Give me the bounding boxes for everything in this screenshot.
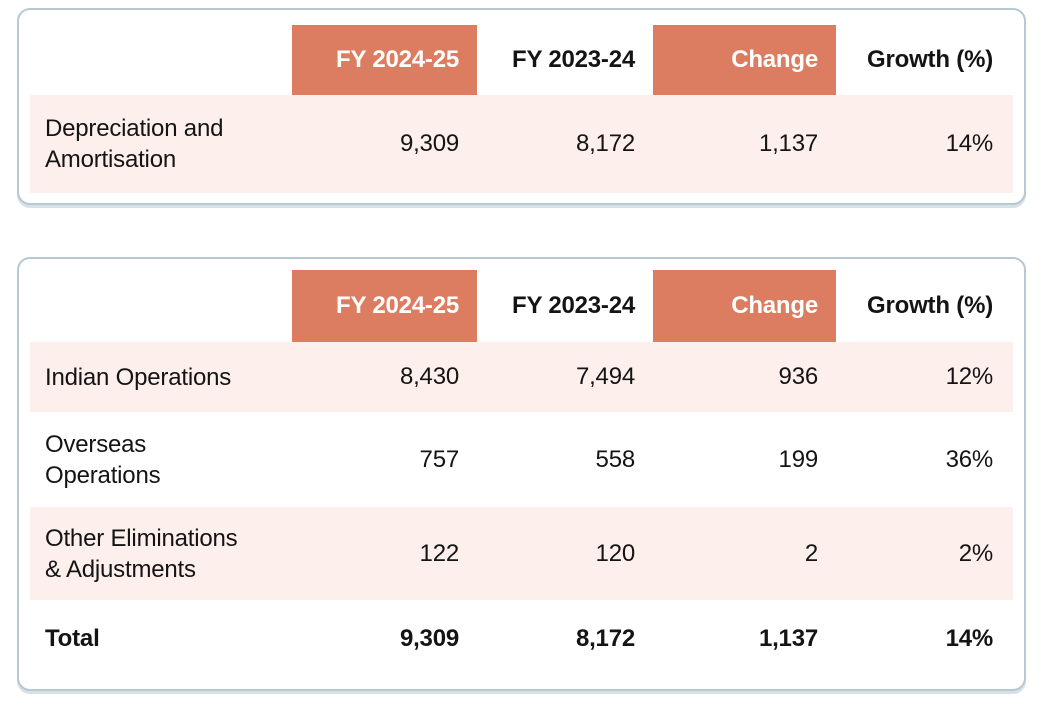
table-row-other-eliminations-adjustments: Other Eliminations & Adjustments 122 120… [30,507,1013,600]
column-header-growth-percent: Growth (%) [867,292,993,319]
header-spacer-cell [30,25,292,95]
value-change: 199 [778,445,819,473]
table-header-row: FY 2024-25 FY 2023-24 Change Growth (%) [30,25,1013,95]
value-growth-percent: 2% [958,539,993,567]
segment-breakdown-table-card: FY 2024-25 FY 2023-24 Change Growth (%) … [17,257,1026,691]
row-label: Depreciation and Amortisation [45,115,224,173]
column-header-fy-2024-25: FY 2024-25 [292,270,477,342]
row-label: Overseas Operations [45,430,161,489]
column-header-change: Change [653,25,836,95]
row-label: Indian Operations [45,363,232,391]
value-growth-percent: 36% [945,445,994,473]
value-change: 2 [804,539,818,567]
column-header-change: Change [653,270,836,342]
table-row-depreciation-amortisation: Depreciation and Amortisation 9,309 8,17… [30,95,1013,193]
value-fy-2024-25: 8,430 [399,363,459,390]
value-change: 936 [778,363,819,390]
value-fy-2023-24: 7,494 [575,363,635,390]
row-label: Other Eliminations & Adjustments [45,524,238,583]
table-row-indian-operations: Indian Operations 8,430 7,494 936 12% [30,342,1013,412]
value-fy-2023-24: 558 [595,445,636,473]
value-fy-2023-24: 120 [595,539,636,567]
column-header-fy-2023-24: FY 2023-24 [512,292,635,319]
table-row-total: Total 9,309 8,172 1,137 14% [30,600,1013,677]
value-change: 1,137 [758,624,818,652]
value-growth-percent: 12% [945,363,994,390]
value-fy-2024-25: 757 [419,445,460,473]
value-fy-2023-24: 8,172 [575,130,635,157]
table-header-row: FY 2024-25 FY 2023-24 Change Growth (%) [30,270,1013,342]
value-fy-2024-25: 122 [419,539,460,567]
column-header-fy-2024-25: FY 2024-25 [292,25,477,95]
value-fy-2024-25: 9,309 [399,624,459,652]
column-header-growth-percent: Growth (%) [867,46,993,73]
row-label: Total [45,625,100,652]
value-growth-percent: 14% [945,130,994,157]
table-row-overseas-operations: Overseas Operations 757 558 199 36% [30,412,1013,507]
value-fy-2024-25: 9,309 [399,130,459,157]
value-fy-2023-24: 8,172 [575,624,635,652]
column-header-fy-2023-24: FY 2023-24 [512,46,635,73]
depreciation-amortisation-table-card: FY 2024-25 FY 2023-24 Change Growth (%) … [17,8,1026,205]
value-growth-percent: 14% [945,624,994,652]
value-change: 1,137 [758,130,818,157]
header-spacer-cell [30,270,292,342]
